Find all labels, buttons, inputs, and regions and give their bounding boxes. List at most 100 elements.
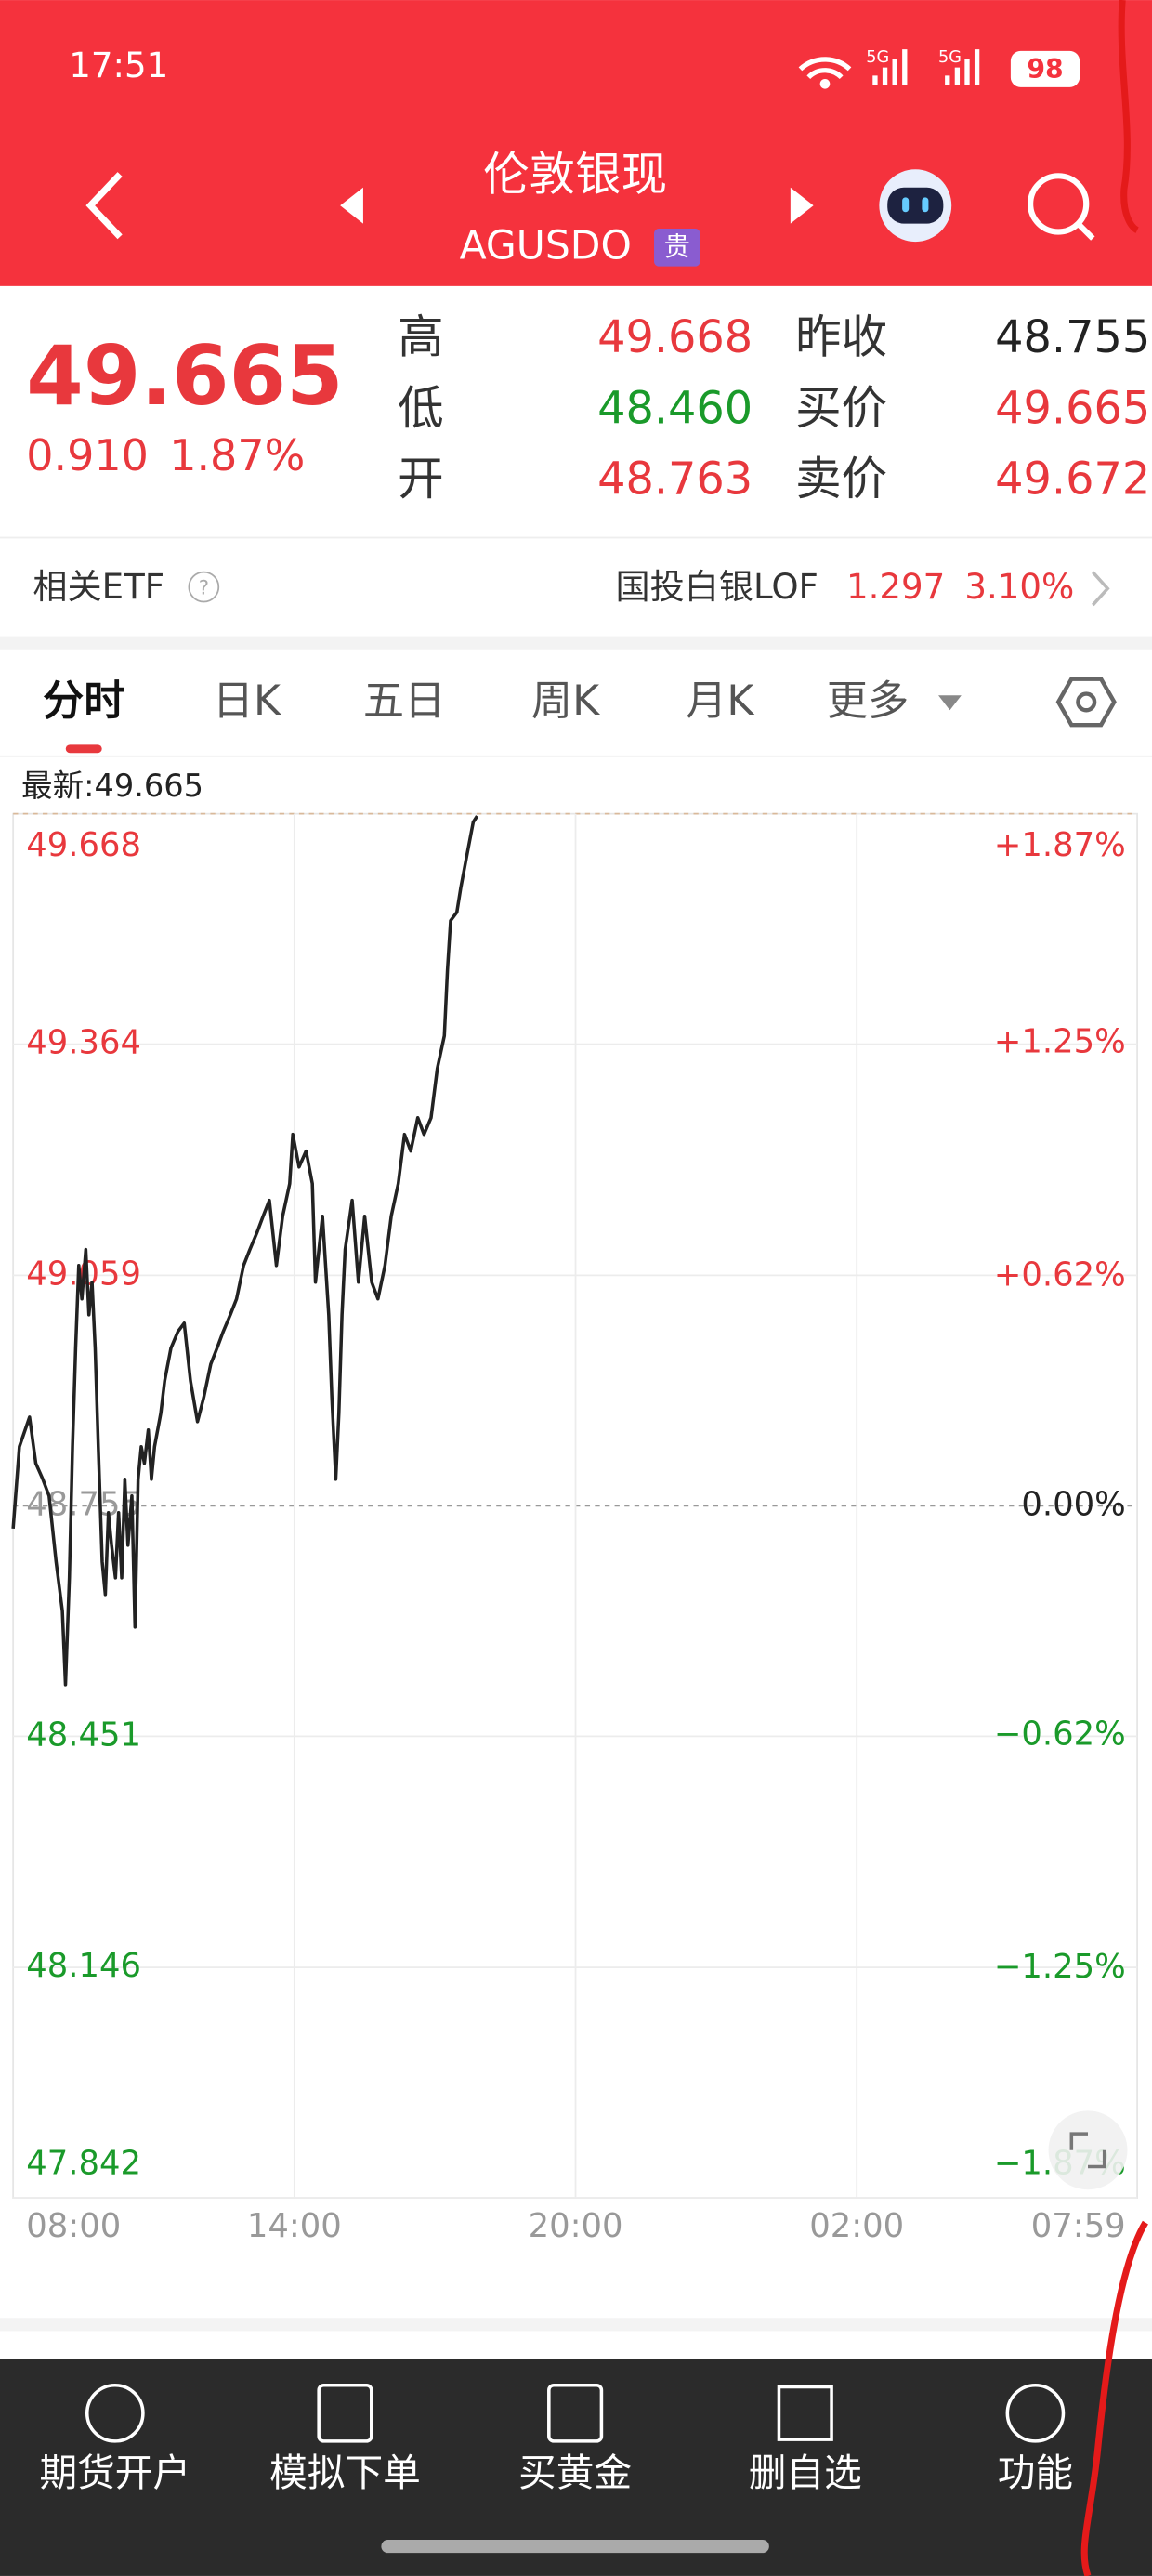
chevron bbox=[1092, 571, 1110, 607]
battery bbox=[1010, 50, 1080, 87]
tab[interactable]: 更多 bbox=[827, 677, 909, 725]
last-price: 49.665 bbox=[26, 328, 343, 424]
nav-item[interactable]: 功能 bbox=[998, 2383, 1073, 2495]
separator bbox=[0, 2318, 1152, 2332]
etf-name[interactable]: 国投白银LOF bbox=[615, 567, 818, 607]
tab[interactable]: 周K bbox=[531, 677, 600, 725]
etf-change: 3.10% bbox=[964, 567, 1074, 607]
y2-tick-label: +1.87% bbox=[994, 826, 1126, 864]
nav-label: 功能 bbox=[998, 2451, 1073, 2495]
settings-button[interactable] bbox=[1055, 677, 1117, 728]
header-code: AGUSDO bbox=[460, 224, 632, 269]
clock: 17:51 bbox=[69, 46, 168, 85]
quote-stats: 高 49.668 低 48.460 开 48.763 昨收 48.755 买价 49.665 卖价 4… bbox=[398, 310, 1150, 506]
header-title: 伦敦银现 bbox=[483, 148, 667, 202]
nav-label: 期货开户 bbox=[39, 2451, 190, 2495]
latest-label: 最新:49.665 bbox=[21, 768, 203, 804]
help-icon[interactable] bbox=[188, 571, 220, 603]
stat-label: 昨收 bbox=[795, 310, 887, 364]
stat-value: 48.460 bbox=[597, 383, 753, 434]
tab[interactable]: 分时 bbox=[43, 677, 124, 725]
etf-price: 1.297 bbox=[846, 567, 945, 607]
y-tick-label: 48.451 bbox=[26, 1715, 141, 1754]
assistant-button[interactable] bbox=[879, 169, 952, 243]
prev-button[interactable] bbox=[340, 187, 363, 224]
stat-value: 49.668 bbox=[597, 312, 753, 363]
wifi-icon bbox=[798, 57, 852, 80]
wifi-dot bbox=[819, 78, 831, 89]
nav-icon bbox=[777, 2385, 833, 2441]
signal-icon bbox=[945, 49, 980, 86]
nav-item[interactable]: 删自选 bbox=[749, 2385, 862, 2496]
tab[interactable]: 五日 bbox=[363, 677, 445, 725]
tab-indicator bbox=[65, 744, 102, 754]
next-button[interactable] bbox=[790, 187, 814, 224]
nav-item[interactable]: 买黄金 bbox=[518, 2383, 632, 2495]
home-indicator bbox=[381, 2540, 769, 2554]
nav-label: 删自选 bbox=[749, 2451, 862, 2495]
stat-value: 48.763 bbox=[597, 453, 753, 505]
robot-face bbox=[887, 187, 944, 224]
y2-tick-label: +0.62% bbox=[994, 1255, 1126, 1294]
etf-label: 相关ETF bbox=[33, 567, 164, 607]
y-tick-label: 47.842 bbox=[26, 2145, 141, 2183]
nav-icon bbox=[317, 2383, 373, 2443]
y2-tick-label: 0.00% bbox=[1021, 1485, 1125, 1523]
stat-label: 买价 bbox=[795, 381, 887, 435]
nav-icon bbox=[1005, 2383, 1066, 2443]
x-tick-label: 02:00 bbox=[809, 2207, 904, 2245]
period-tabs: 分时 日K 五日 周K 月K 更多 bbox=[43, 677, 909, 725]
badge: 贵 bbox=[664, 231, 690, 262]
nav-icon bbox=[547, 2383, 604, 2443]
y-tick-label: 48.146 bbox=[26, 1947, 141, 1985]
y2-tick-label: −1.25% bbox=[994, 1948, 1126, 1986]
back-button[interactable] bbox=[85, 172, 123, 240]
nav-label: 买黄金 bbox=[518, 2451, 632, 2495]
bottom-nav: 期货开户 模拟下单 买黄金 删自选 功能 bbox=[39, 2383, 1073, 2496]
stat-value: 49.672 bbox=[995, 453, 1150, 505]
tab[interactable]: 日K bbox=[213, 677, 281, 725]
badge-bg bbox=[654, 228, 700, 267]
x-tick-label: 20:00 bbox=[529, 2207, 623, 2245]
intraday-chart: 49.668 +1.87%49.364 +1.25%49.059 +0.62%48.7… bbox=[11, 812, 1138, 2245]
dropdown-arrow bbox=[938, 695, 962, 711]
expand-button[interactable] bbox=[1048, 2110, 1128, 2190]
y2-tick-label: −0.62% bbox=[994, 1715, 1126, 1753]
settings-dot bbox=[1076, 691, 1097, 713]
search-button[interactable] bbox=[1028, 173, 1095, 241]
help-mark: ? bbox=[199, 576, 209, 599]
x-tick-label: 08:00 bbox=[26, 2207, 121, 2245]
expand-bg bbox=[1048, 2110, 1128, 2190]
tab[interactable]: 月K bbox=[686, 677, 754, 725]
stat-label: 卖价 bbox=[795, 452, 887, 506]
x-tick-label: 07:59 bbox=[1031, 2207, 1126, 2245]
stat-label: 开 bbox=[398, 452, 444, 506]
search-handle bbox=[1076, 221, 1095, 241]
signal-icon bbox=[872, 49, 908, 86]
y-tick-label: 49.364 bbox=[26, 1024, 141, 1062]
separator bbox=[0, 636, 1152, 650]
nav-label: 模拟下单 bbox=[269, 2451, 421, 2495]
stat-label: 低 bbox=[398, 381, 444, 435]
stat-value: 48.755 bbox=[995, 312, 1150, 363]
header-bg bbox=[0, 0, 1152, 286]
stat-label: 高 bbox=[398, 310, 444, 364]
stat-value: 49.665 bbox=[995, 383, 1150, 434]
search-circle bbox=[1028, 173, 1090, 235]
price-change-pct: 1.87% bbox=[169, 430, 305, 480]
robot-eye bbox=[922, 197, 929, 213]
nav-item[interactable]: 模拟下单 bbox=[269, 2383, 421, 2495]
battery-level: 98 bbox=[1027, 54, 1063, 85]
y2-tick-label: +1.25% bbox=[994, 1023, 1126, 1061]
network-label: 5G bbox=[866, 48, 889, 67]
expand-icon bbox=[1069, 2132, 1106, 2169]
network-label: 5G bbox=[938, 48, 962, 67]
robot-eye bbox=[902, 197, 910, 213]
x-tick-label: 14:00 bbox=[247, 2207, 342, 2245]
annotation-scribble bbox=[1118, 0, 1140, 233]
annotation-scribble bbox=[1080, 2220, 1148, 2576]
nav-item[interactable]: 期货开户 bbox=[39, 2383, 190, 2495]
price-line bbox=[11, 815, 479, 1687]
